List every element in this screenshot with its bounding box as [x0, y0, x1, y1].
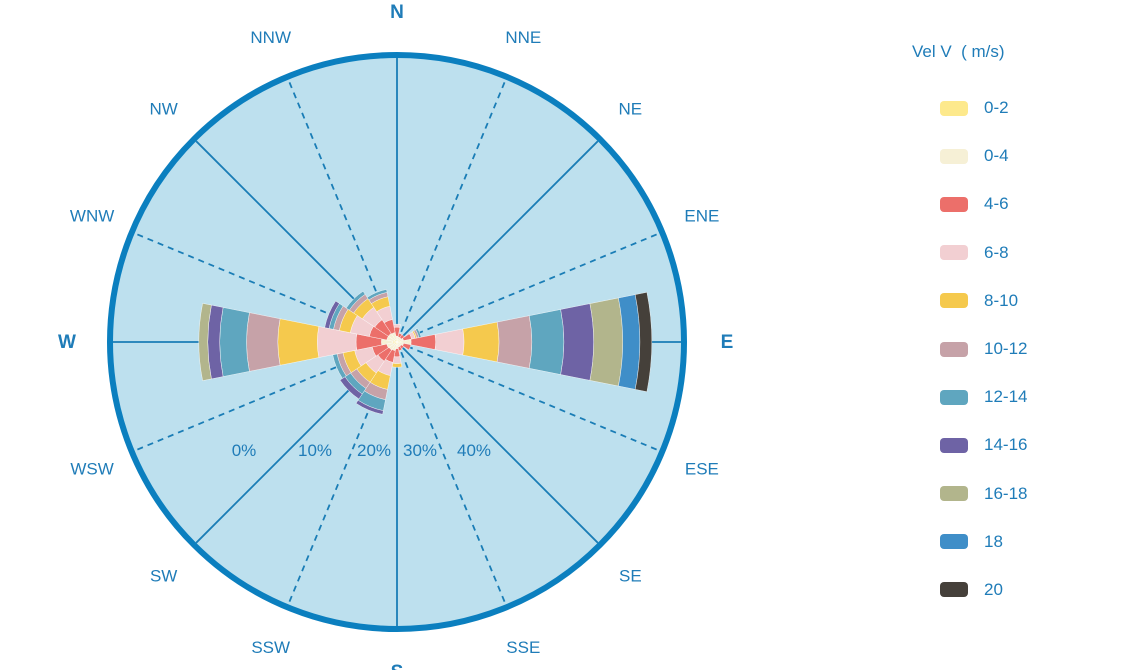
legend-label: 4-6 [984, 194, 1009, 214]
radial-tick-label: 0% [232, 441, 257, 460]
legend-swatch [940, 100, 968, 116]
bar-e-10-12 [496, 315, 533, 369]
spoke-ene [396, 232, 660, 343]
direction-label-ese: ESE [685, 459, 719, 478]
bar-e-8-10 [462, 321, 500, 363]
direction-label-s: S [391, 662, 404, 670]
legend-label: 0-2 [984, 98, 1009, 118]
bar-ese-4-6 [402, 343, 412, 351]
radial-tick-label: 10% [298, 441, 332, 460]
spoke-nne [396, 79, 507, 343]
legend-item: 12-14 [910, 373, 1110, 421]
direction-label-sse: SSE [506, 638, 540, 657]
bar-s-8-10 [391, 362, 403, 368]
legend-swatch [940, 486, 968, 502]
radial-tick-label: 40% [457, 441, 491, 460]
spoke-sse [396, 341, 507, 605]
spoke-ne [396, 140, 599, 343]
direction-label-ne: NE [619, 100, 643, 119]
legend-swatch [940, 389, 968, 405]
bar-e-20 [634, 292, 652, 392]
direction-label-nnw: NNW [250, 28, 291, 47]
radial-tick-label: 30% [403, 441, 437, 460]
legend-swatch [940, 196, 968, 212]
legend-label: 10-12 [984, 339, 1028, 359]
legend-label: 20 [984, 579, 1003, 599]
bar-w-8-10 [277, 318, 320, 366]
legend-label: 6-8 [984, 242, 1009, 262]
legend-item: 0-4 [910, 132, 1110, 180]
bar-wnw-14-16 [324, 300, 340, 329]
legend-item: 10-12 [910, 325, 1110, 373]
direction-label-w: W [58, 332, 76, 353]
legend-item: 16-18 [910, 470, 1110, 518]
legend-label: 12-14 [984, 387, 1028, 407]
legend-item: 4-6 [910, 180, 1110, 228]
legend-item: 6-8 [910, 229, 1110, 277]
legend-swatch [940, 341, 968, 357]
bar-nnw-12-14 [366, 289, 388, 301]
legend-swatch [940, 293, 968, 309]
direction-label-nw: NW [149, 100, 177, 119]
direction-label-wsw: WSW [70, 459, 113, 478]
legend-item: 0-2 [910, 84, 1110, 132]
legend-title: Vel V ( m/s) [912, 42, 1005, 61]
legend-label: 8-10 [984, 290, 1019, 310]
spoke-ese [396, 341, 660, 452]
bar-w-12-14 [219, 307, 250, 377]
legend-swatch [940, 245, 968, 261]
bar-w-16-18 [198, 303, 212, 381]
bar-ssw-14-16 [355, 399, 384, 415]
legend-label: 16-18 [984, 483, 1028, 503]
bar-e-16-18 [589, 297, 623, 387]
direction-label-wnw: WNW [70, 207, 114, 226]
direction-label-ene: ENE [684, 207, 719, 226]
legend-item: 8-10 [910, 277, 1110, 325]
direction-label-ssw: SSW [251, 638, 290, 657]
legend-item: 18 [910, 518, 1110, 566]
legend-label: 14-16 [984, 435, 1028, 455]
bar-n-6-8 [393, 323, 401, 328]
bar-e-12-14 [529, 309, 565, 375]
bar-e-14-16 [560, 303, 594, 381]
bar-w-10-12 [246, 312, 281, 372]
direction-label-e: E [721, 332, 734, 353]
spoke-se [396, 341, 599, 544]
direction-label-sw: SW [150, 566, 177, 585]
legend-item: 20 [910, 566, 1110, 614]
legend-label: 0-4 [984, 146, 1009, 166]
legend: Vel V ( m/s) 0-2 0-4 4-6 6-8 8-10 10-12 12-14 1… [910, 42, 1110, 614]
legend-swatch [940, 437, 968, 453]
radial-tick-label: 20% [357, 441, 391, 460]
bar-sw-14-16 [339, 376, 363, 400]
legend-swatch [940, 148, 968, 164]
legend-swatch [940, 582, 968, 598]
bar-nw-12-14 [345, 290, 366, 311]
legend-swatch [940, 534, 968, 550]
direction-label-nne: NNE [505, 28, 541, 47]
direction-label-n: N [390, 2, 404, 23]
legend-item: 14-16 [910, 421, 1110, 469]
direction-label-se: SE [619, 566, 642, 585]
legend-label: 18 [984, 531, 1003, 551]
